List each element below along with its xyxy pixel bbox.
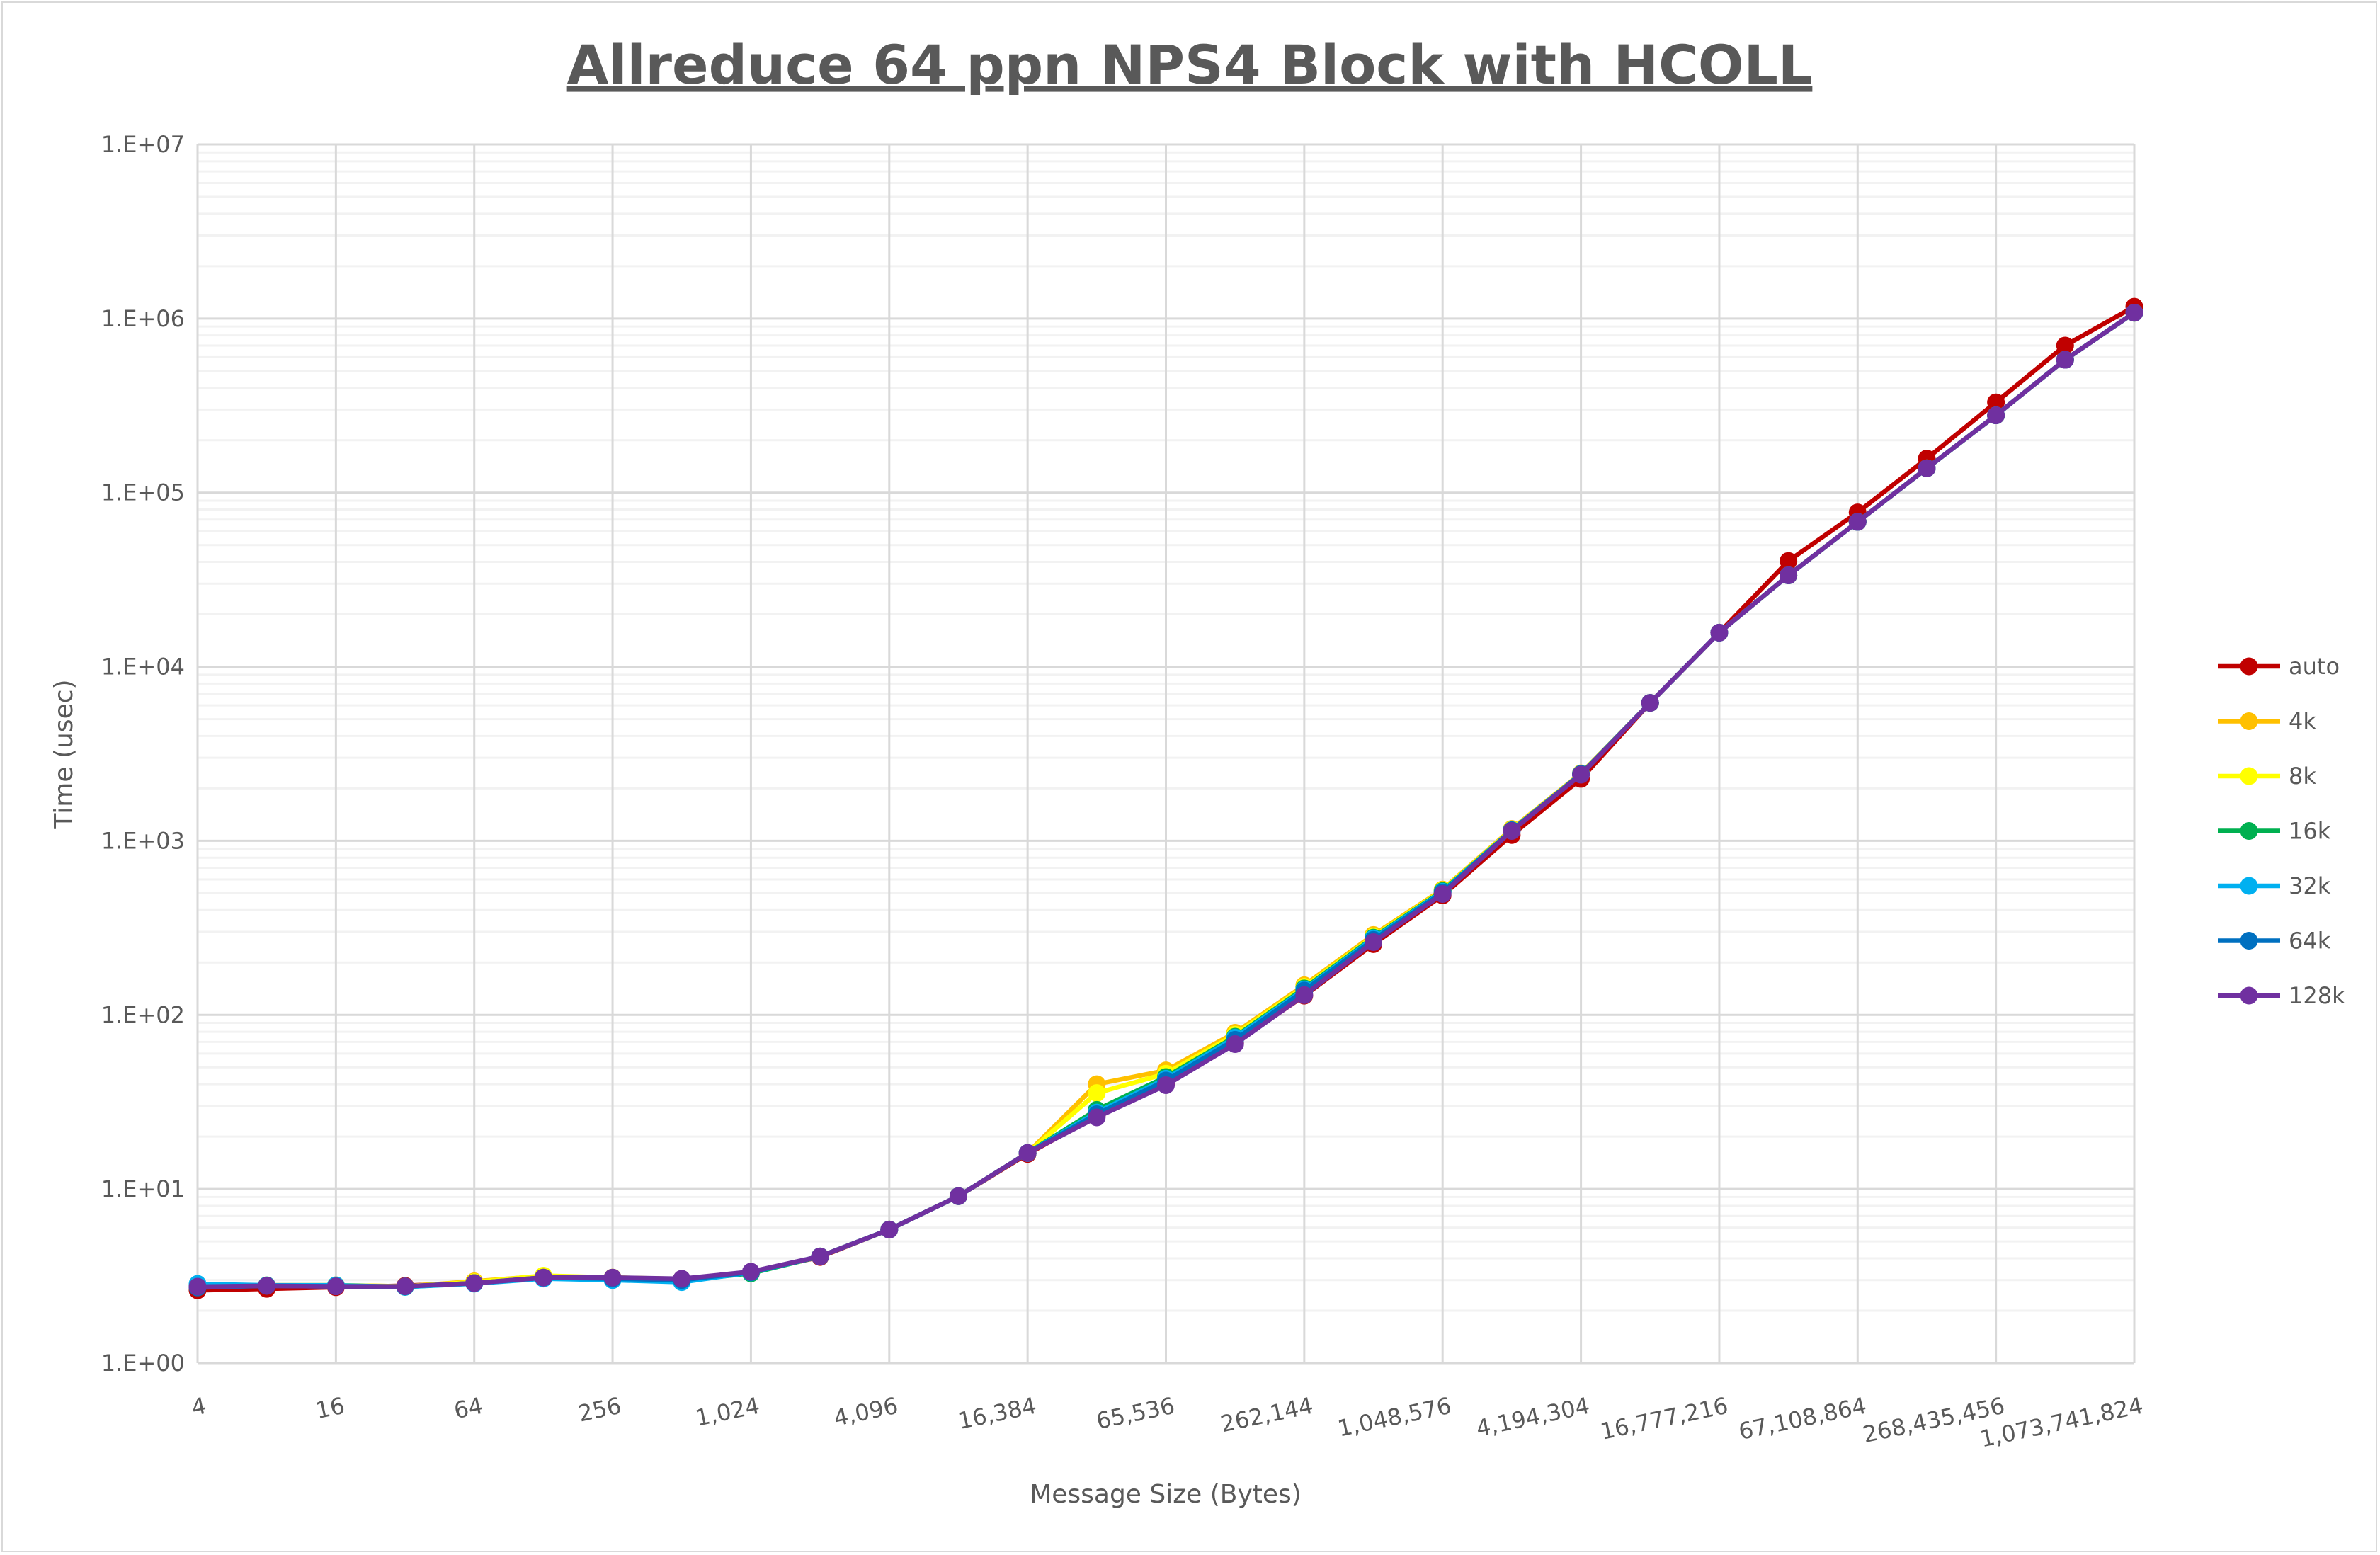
data-point-128k	[1780, 566, 1798, 584]
data-point-128k	[1018, 1144, 1037, 1162]
data-point-128k	[188, 1277, 207, 1296]
x-tick-label: 262,144	[1218, 1392, 1315, 1438]
data-point-128k	[534, 1268, 552, 1287]
x-tick-label: 67,108,864	[1736, 1392, 1869, 1445]
series-group	[188, 297, 2143, 1299]
data-point-auto	[1987, 393, 2005, 411]
legend: auto 4k 8k 16k 32k 64k 128k	[2218, 653, 2345, 1009]
data-point-128k	[1848, 513, 1867, 531]
legend-label: 4k	[2289, 708, 2316, 735]
data-point-128k	[741, 1263, 760, 1281]
data-point-auto	[1780, 552, 1798, 570]
gridlines	[196, 143, 2136, 1365]
chart-title: Allreduce 64 ppn NPS4 Block with HCOLL	[567, 33, 1813, 96]
legend-marker	[2240, 986, 2258, 1005]
x-tick-label: 16,384	[955, 1392, 1038, 1435]
y-tick-label: 1.E+00	[101, 1350, 185, 1377]
legend-label: 128k	[2289, 982, 2345, 1009]
legend-marker	[2240, 932, 2258, 950]
data-point-128k	[326, 1277, 345, 1296]
data-point-128k	[1295, 986, 1314, 1004]
legend-label: 8k	[2289, 763, 2316, 790]
data-point-128k	[258, 1277, 276, 1295]
data-point-128k	[2125, 304, 2143, 322]
data-point-128k	[811, 1247, 829, 1265]
y-tick-label: 1.E+07	[101, 131, 185, 158]
data-point-128k	[1088, 1108, 1106, 1127]
data-point-128k	[396, 1277, 414, 1296]
x-tick-label: 1,024	[693, 1392, 763, 1432]
data-point-128k	[1503, 821, 1521, 840]
y-tick-labels: 1.E+00 1.E+01 1.E+02 1.E+03 1.E+04 1.E+05 1.E+…	[101, 131, 185, 1377]
legend-label: 32k	[2289, 872, 2331, 899]
x-tick-labels: 4 16 64 256 1,024 4,096 16,384 65,536 262,144 1,0…	[189, 1392, 2146, 1453]
data-point-128k	[880, 1220, 899, 1238]
x-tick-label: 16,777,216	[1598, 1392, 1730, 1445]
legend-label: 64k	[2289, 928, 2331, 955]
data-point-128k	[1365, 933, 1383, 951]
legend-label: auto	[2289, 653, 2340, 680]
legend-label: 16k	[2289, 818, 2331, 845]
x-tick-label: 4	[189, 1392, 209, 1421]
legend-item-8k: 8k	[2218, 763, 2316, 790]
legend-item-16k: 16k	[2218, 818, 2331, 845]
y-tick-label: 1.E+06	[101, 305, 185, 332]
legend-marker	[2240, 822, 2258, 840]
legend-marker	[2240, 657, 2258, 676]
x-tick-label: 4,194,304	[1474, 1392, 1592, 1442]
data-point-128k	[1918, 459, 1936, 477]
data-point-128k	[465, 1274, 484, 1292]
legend-item-auto: auto	[2218, 653, 2340, 680]
legend-marker	[2240, 877, 2258, 895]
x-tick-label: 16	[313, 1392, 347, 1425]
data-point-128k	[1433, 885, 1452, 904]
data-point-128k	[1572, 765, 1590, 784]
data-point-8k	[1088, 1084, 1106, 1103]
legend-marker	[2240, 767, 2258, 785]
legend-item-4k: 4k	[2218, 708, 2316, 735]
data-point-128k	[1641, 694, 1659, 712]
y-tick-label: 1.E+04	[101, 654, 185, 680]
legend-item-128k: 128k	[2218, 982, 2345, 1009]
data-point-128k	[603, 1268, 622, 1287]
y-tick-label: 1.E+05	[101, 479, 185, 506]
y-axis-label: Time (usec)	[50, 679, 79, 829]
x-axis-label: Message Size (Bytes)	[1030, 1480, 1302, 1509]
data-point-128k	[1710, 623, 1729, 642]
legend-item-64k: 64k	[2218, 928, 2331, 955]
x-tick-label: 4,096	[831, 1392, 901, 1432]
legend-item-32k: 32k	[2218, 872, 2331, 899]
data-point-128k	[2056, 351, 2074, 369]
data-point-128k	[1226, 1035, 1244, 1053]
data-point-128k	[949, 1187, 967, 1205]
x-tick-label: 1,048,576	[1336, 1392, 1454, 1442]
x-tick-label: 64	[452, 1392, 486, 1425]
x-tick-label: 256	[576, 1392, 624, 1428]
y-tick-label: 1.E+02	[101, 1001, 185, 1028]
legend-marker	[2240, 712, 2258, 730]
data-point-128k	[673, 1270, 691, 1288]
x-tick-label: 65,536	[1094, 1392, 1177, 1435]
y-tick-label: 1.E+01	[101, 1175, 185, 1202]
data-point-auto	[2056, 336, 2074, 355]
y-tick-label: 1.E+03	[101, 827, 185, 854]
data-point-128k	[1987, 406, 2005, 425]
series-128k	[188, 304, 2143, 1296]
data-point-128k	[1157, 1076, 1175, 1094]
